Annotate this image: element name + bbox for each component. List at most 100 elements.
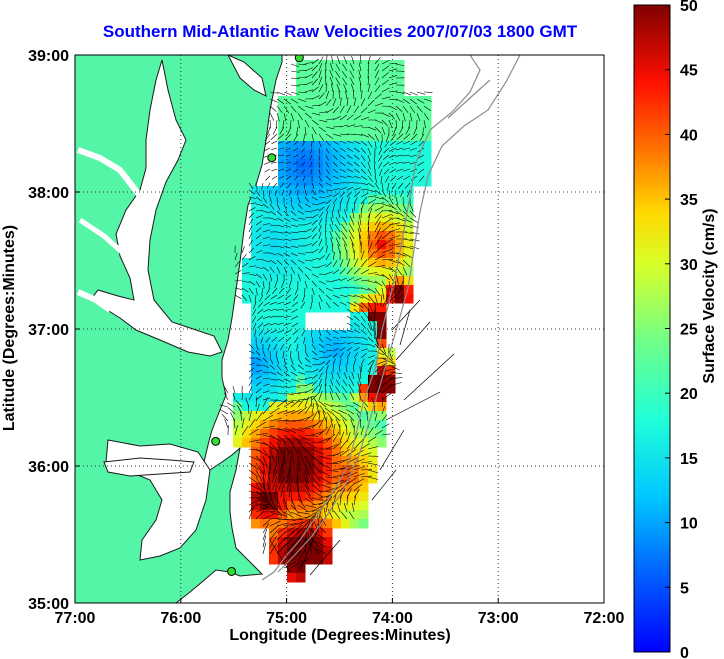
velocity-cell bbox=[269, 483, 279, 493]
velocity-cell bbox=[260, 204, 270, 214]
velocity-arrow bbox=[304, 73, 313, 79]
velocity-arrow bbox=[360, 147, 367, 154]
velocity-cell bbox=[368, 285, 378, 295]
velocity-cell bbox=[386, 96, 396, 106]
velocity-cell bbox=[314, 330, 324, 340]
velocity-arrow bbox=[258, 329, 264, 336]
velocity-arrow bbox=[339, 414, 348, 422]
velocity-arrow bbox=[349, 236, 355, 247]
velocity-cell bbox=[305, 420, 315, 430]
velocity-arrow bbox=[276, 400, 286, 408]
velocity-arrow bbox=[318, 490, 331, 493]
velocity-cell bbox=[296, 456, 306, 466]
velocity-arrow bbox=[353, 336, 361, 339]
velocity-arrow bbox=[301, 329, 306, 337]
velocity-cell bbox=[332, 276, 342, 286]
velocity-arrow bbox=[278, 462, 285, 478]
velocity-cell bbox=[341, 330, 351, 340]
velocity-arrow bbox=[291, 315, 299, 320]
velocity-arrow bbox=[262, 371, 270, 374]
velocity-arrow bbox=[329, 391, 334, 401]
velocity-cell bbox=[368, 339, 378, 349]
velocity-arrow bbox=[267, 476, 271, 491]
velocity-arrow bbox=[367, 55, 371, 65]
velocity-arrow bbox=[297, 252, 306, 255]
velocity-cell bbox=[368, 186, 378, 196]
velocity-arrow bbox=[269, 357, 274, 365]
velocity-arrow bbox=[290, 91, 300, 95]
lat-lon-grid bbox=[75, 55, 604, 603]
velocity-arrow bbox=[309, 161, 313, 168]
velocity-arrow bbox=[332, 116, 341, 121]
velocity-cell bbox=[368, 294, 378, 304]
velocity-arrow bbox=[402, 168, 411, 172]
velocity-arrow bbox=[318, 498, 329, 506]
velocity-arrow bbox=[283, 357, 286, 365]
velocity-cell bbox=[296, 492, 306, 502]
velocity-arrow bbox=[272, 182, 278, 189]
velocity-arrow bbox=[339, 168, 346, 173]
velocity-cell bbox=[269, 276, 279, 286]
velocity-arrow bbox=[234, 424, 239, 436]
velocity-arrow bbox=[353, 105, 360, 114]
velocity-arrow bbox=[248, 379, 253, 387]
velocity-cell bbox=[287, 456, 297, 466]
velocity-arrow bbox=[311, 71, 318, 79]
velocity-arrow bbox=[339, 114, 348, 121]
velocity-cell bbox=[350, 177, 360, 187]
velocity-cell bbox=[269, 555, 279, 565]
velocity-cell bbox=[404, 114, 414, 124]
velocity-cell bbox=[377, 276, 387, 286]
velocity-arrow bbox=[349, 77, 355, 86]
velocity-cell bbox=[296, 546, 306, 556]
velocity-arrow bbox=[269, 427, 283, 431]
velocity-arrow bbox=[311, 189, 317, 196]
velocity-arrow bbox=[318, 294, 323, 302]
velocity-arrow bbox=[378, 147, 383, 155]
velocity-arrow bbox=[311, 203, 319, 206]
velocity-cell bbox=[287, 96, 297, 106]
velocity-arrow bbox=[351, 371, 355, 380]
velocity-arrow bbox=[310, 396, 313, 408]
velocity-arrow bbox=[276, 441, 284, 455]
velocity-cell bbox=[269, 537, 279, 547]
velocity-arrow bbox=[304, 490, 313, 502]
velocity-arrow bbox=[257, 308, 264, 315]
velocity-arrow bbox=[280, 483, 285, 498]
velocity-arrow bbox=[329, 62, 334, 72]
velocity-arrow bbox=[297, 398, 305, 408]
velocity-arrow bbox=[353, 175, 361, 179]
velocity-arrow bbox=[357, 228, 362, 240]
velocity-arrow bbox=[311, 273, 319, 278]
velocity-arrow bbox=[304, 126, 307, 136]
velocity-arrow bbox=[353, 466, 366, 471]
velocity-cell bbox=[332, 240, 342, 250]
velocity-cell bbox=[269, 519, 279, 529]
velocity-cell bbox=[323, 177, 333, 187]
velocity-arrow bbox=[325, 204, 330, 212]
velocity-arrow bbox=[367, 140, 373, 148]
velocity-cell bbox=[350, 330, 360, 340]
velocity-arrow bbox=[410, 133, 418, 141]
velocity-arrow bbox=[390, 133, 397, 141]
velocity-cell bbox=[332, 357, 342, 367]
velocity-arrow bbox=[311, 343, 316, 350]
velocity-arrow bbox=[290, 238, 299, 241]
velocity-cell bbox=[269, 366, 279, 376]
velocity-cell bbox=[314, 267, 324, 277]
velocity-arrow bbox=[316, 403, 320, 415]
velocity-cell bbox=[305, 447, 315, 457]
velocity-arrow bbox=[360, 90, 363, 100]
velocity-cell bbox=[287, 204, 297, 214]
velocity-arrow bbox=[330, 237, 334, 247]
velocity-cell bbox=[296, 447, 306, 457]
velocity-cell bbox=[269, 321, 279, 331]
velocity-arrow bbox=[374, 412, 378, 422]
velocity-cell bbox=[323, 267, 333, 277]
velocity-cell bbox=[386, 267, 396, 277]
velocity-cell bbox=[251, 186, 261, 196]
velocity-arrow bbox=[301, 168, 306, 174]
velocity-arrow bbox=[350, 419, 355, 429]
velocity-arrow bbox=[297, 384, 308, 387]
